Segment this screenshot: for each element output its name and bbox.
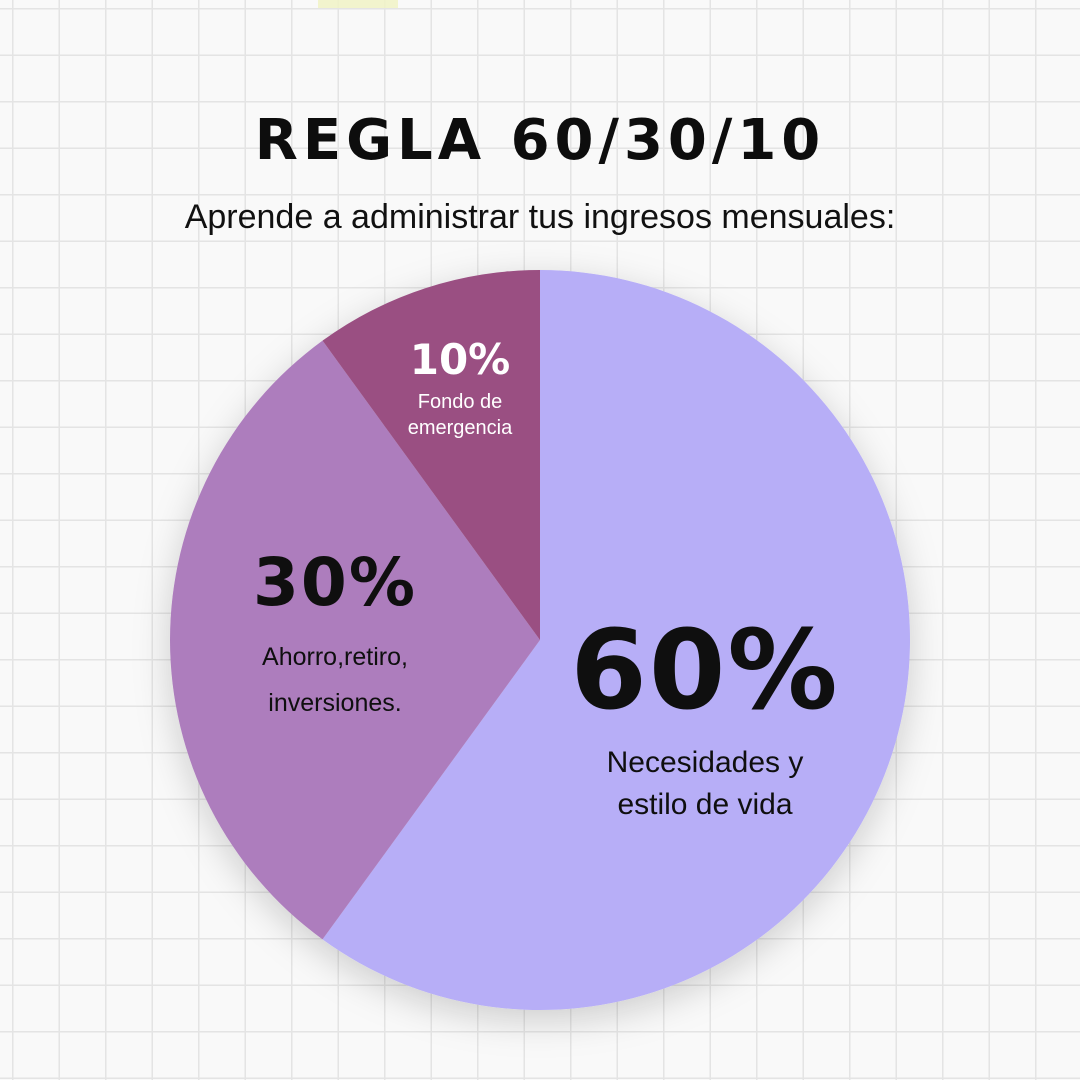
slice-desc-ahorro-line2: inversiones.: [268, 689, 402, 717]
slice-desc-emergencia-line2: emergencia: [407, 417, 513, 439]
tape-decoration: [318, 0, 398, 8]
slice-percent-necesidades: 60%: [570, 606, 840, 734]
chart-title: REGLA 60/30/10: [254, 108, 826, 173]
slice-desc-necesidades-line1: Necesidades y: [606, 746, 804, 779]
slice-percent-ahorro: 30%: [253, 544, 417, 621]
slice-label-necesidades: 60% Necesidades y estilo de vida: [560, 600, 850, 824]
slice-desc-ahorro-line1: Ahorro,retiro,: [262, 643, 408, 671]
slice-percent-emergencia: 10%: [409, 335, 511, 384]
slice-desc-emergencia-line1: Fondo de: [417, 391, 503, 413]
slice-label-emergencia: 10% Fondo de emergencia: [385, 332, 535, 440]
pie-slice-necesidades: [322, 270, 911, 1010]
slice-desc-necesidades-line2: estilo de vida: [617, 788, 793, 821]
pie-slice-emergencia: [322, 270, 540, 640]
pie-slice-ahorro: [169, 340, 540, 940]
slice-label-ahorro: 30% Ahorro,retiro, inversiones.: [210, 540, 460, 718]
chart-subtitle: Aprende a administrar tus ingresos mensu…: [184, 198, 896, 236]
